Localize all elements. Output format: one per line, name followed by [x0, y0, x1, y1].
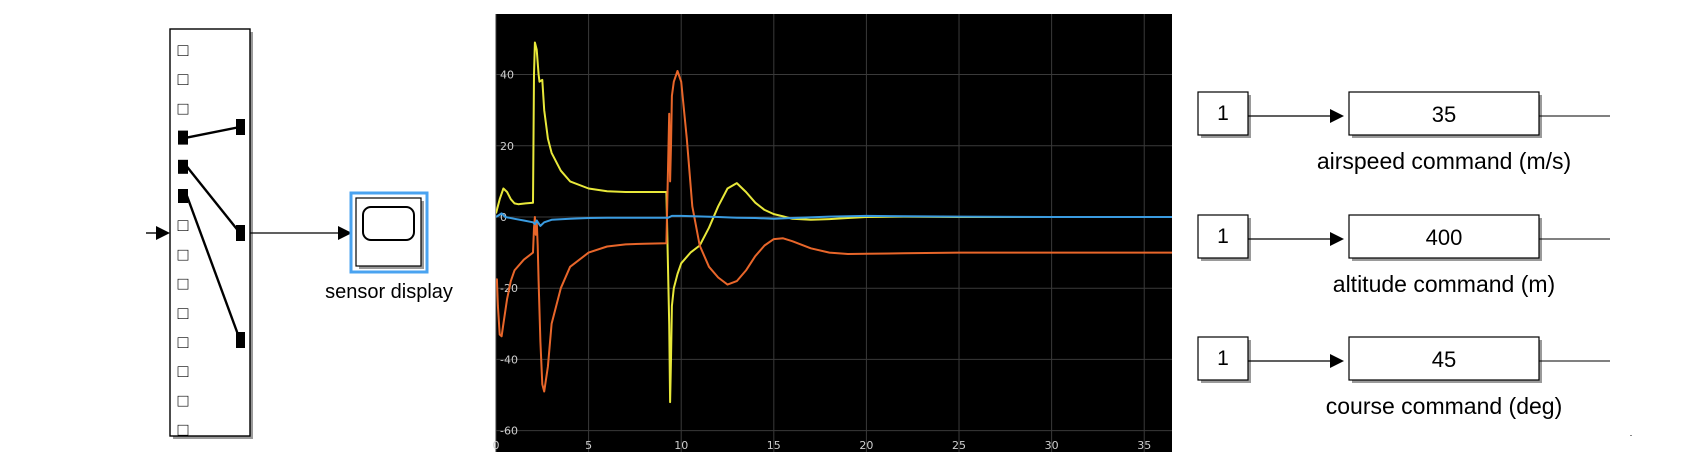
selector-output-port — [236, 225, 245, 241]
command-label: airspeed command (m/s) — [1317, 148, 1571, 174]
selector-input-port-selected — [178, 159, 188, 174]
resize-dot — [1630, 435, 1632, 436]
selector-input-port: □ — [178, 274, 189, 294]
input-arrow-icon — [156, 226, 170, 240]
command-row: 1 400 altitude command (m) — [1197, 214, 1610, 297]
selector-block-group: □ □ □ □ □ □ □ □ □ □ □ — [146, 28, 352, 440]
x-tick-label: 10 — [674, 439, 688, 452]
output-arrow-icon — [338, 226, 352, 240]
x-tick-label: 25 — [952, 439, 966, 452]
selector-input-port: □ — [178, 215, 189, 235]
x-tick-label: 30 — [1045, 439, 1059, 452]
series-line-2 — [496, 70, 1172, 393]
constant-value: 1 — [1217, 347, 1229, 370]
arrow-icon — [1330, 354, 1344, 368]
arrow-icon — [1330, 232, 1344, 246]
command-gain-value: 45 — [1432, 347, 1456, 372]
plot-background — [496, 14, 1172, 452]
selector-input-port-selected — [178, 189, 188, 203]
selector-input-port: □ — [178, 303, 189, 323]
selector-wire — [186, 166, 241, 234]
selector-output-port — [236, 332, 245, 348]
y-tick-label: 40 — [500, 69, 514, 82]
selector-wire — [185, 195, 242, 341]
y-tick-label: 20 — [500, 140, 514, 153]
constant-block[interactable] — [1197, 91, 1249, 136]
scope-block-group: sensor display — [325, 191, 453, 303]
selector-input-port: □ — [178, 390, 189, 410]
constant-block[interactable] — [1197, 336, 1249, 381]
plot-x-tick-labels: 0 5 10 15 20 25 30 35 — [493, 439, 1152, 452]
x-tick-label: 5 — [585, 439, 592, 452]
command-gain-block[interactable] — [1348, 214, 1540, 259]
selector-input-port: □ — [178, 420, 189, 440]
selector-input-port-selected — [178, 130, 188, 145]
command-gain-value: 35 — [1432, 102, 1456, 127]
command-gain-value: 400 — [1426, 225, 1463, 250]
x-tick-label: 35 — [1137, 439, 1151, 452]
selector-input-port: □ — [178, 40, 189, 60]
scope-block-highlight — [349, 191, 429, 274]
command-label: altitude command (m) — [1333, 271, 1555, 297]
scope-icon — [362, 206, 415, 241]
command-row: 1 45 course command (deg) — [1197, 336, 1610, 419]
selector-input-port: □ — [178, 244, 189, 264]
arrow-icon — [1330, 109, 1344, 123]
constant-value: 1 — [1217, 225, 1229, 248]
y-tick-label: 0 — [500, 211, 507, 224]
command-label: course command (deg) — [1326, 393, 1563, 419]
selector-input-port: □ — [178, 361, 189, 381]
constant-value: 1 — [1217, 102, 1229, 125]
command-gain-block[interactable] — [1348, 91, 1540, 136]
x-tick-label: 20 — [859, 439, 873, 452]
x-tick-label: 0 — [493, 439, 500, 452]
selector-input-port: □ — [178, 332, 189, 352]
selector-wire — [186, 125, 241, 139]
y-tick-label: -40 — [500, 353, 518, 366]
selector-input-port: □ — [178, 98, 189, 118]
y-tick-label: -60 — [500, 425, 518, 438]
command-row: 1 35 airspeed command (m/s) — [1197, 91, 1610, 174]
constant-block[interactable] — [1197, 214, 1249, 259]
series-line-3 — [496, 212, 1172, 227]
command-gain-block[interactable] — [1348, 336, 1540, 381]
selector-input-port: □ — [178, 69, 189, 89]
x-tick-label: 15 — [767, 439, 781, 452]
scope-label: sensor display — [325, 281, 453, 303]
selector-output-port — [236, 119, 245, 135]
